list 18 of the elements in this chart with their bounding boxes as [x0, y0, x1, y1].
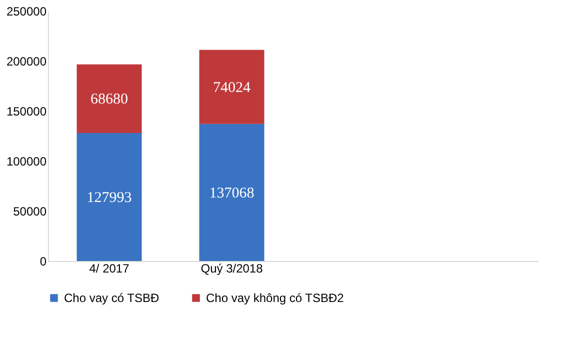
data-label: 74024 — [213, 80, 251, 96]
y-tick-label: 150000 — [6, 104, 47, 118]
y-tick-label: 50000 — [13, 204, 47, 218]
bar — [199, 50, 264, 124]
y-tick-label: 250000 — [6, 4, 47, 18]
y-tick-label: 0 — [40, 254, 47, 268]
legend-label: Cho vay có TSBĐ — [64, 291, 160, 305]
x-tick-label: Quý 3/2018 — [200, 262, 264, 276]
data-label: 68680 — [90, 92, 128, 108]
x-tick-label: 4/ 2017 — [89, 262, 130, 276]
bar — [199, 124, 264, 261]
data-label: 127993 — [86, 190, 132, 206]
y-tick-label: 100000 — [6, 154, 47, 168]
y-tick-label: 200000 — [6, 54, 47, 68]
legend-label: Cho vay không có TSBĐ2 — [206, 291, 344, 305]
data-label: 137068 — [209, 185, 254, 202]
bar — [76, 133, 142, 261]
bar — [76, 64, 142, 134]
